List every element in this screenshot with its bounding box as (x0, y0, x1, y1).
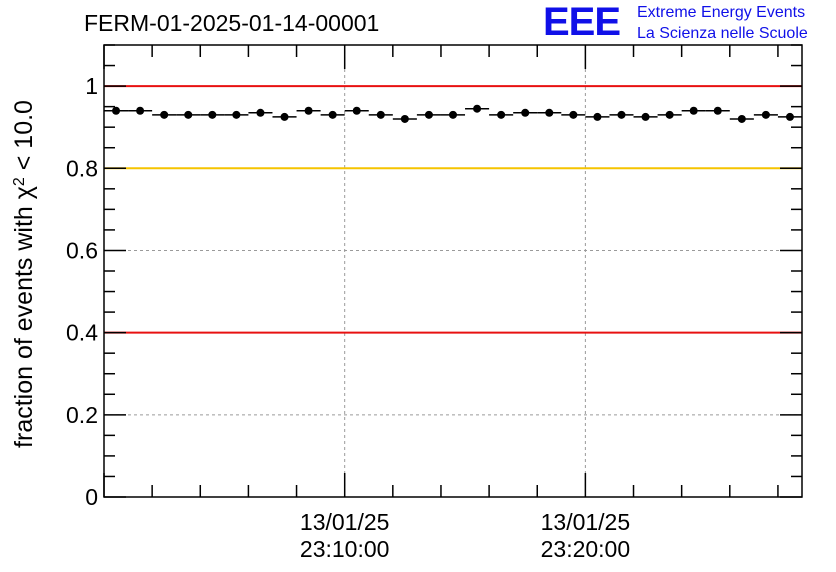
x-tick-date-label: 13/01/25 (300, 509, 390, 535)
data-point (232, 110, 241, 119)
x-tick-time-label: 23:20:00 (541, 536, 631, 562)
data-point (160, 110, 169, 119)
data-point (376, 110, 385, 119)
data-point (352, 106, 361, 115)
data-point (641, 112, 650, 121)
data-point (473, 104, 482, 113)
chart-title: FERM-01-2025-01-14-00001 (84, 10, 380, 36)
data-point (328, 110, 337, 119)
logo-tagline-2: La Scienza nelle Scuole (637, 25, 808, 42)
data-point (208, 110, 217, 119)
data-point (521, 108, 530, 117)
data-point (593, 112, 602, 121)
data-point (665, 110, 674, 119)
data-point (617, 110, 626, 119)
x-tick-date-label: 13/01/25 (541, 509, 631, 535)
data-point (136, 106, 145, 115)
y-axis-title: fraction of events with χ2 < 10.0 (10, 100, 38, 448)
y-tick-label: 0.8 (66, 155, 98, 181)
data-point (737, 114, 746, 123)
data-point (569, 110, 578, 119)
data-point (400, 114, 409, 123)
logo-tagline-1: Extreme Energy Events (637, 4, 806, 21)
data-point (256, 108, 265, 117)
data-point (449, 110, 457, 119)
eee-logo: EEE (543, 0, 621, 44)
data-point (280, 112, 289, 121)
x-tick-time-label: 23:10:00 (300, 536, 390, 562)
data-point (497, 110, 506, 119)
data-point (304, 106, 313, 115)
data-point (545, 108, 554, 117)
y-tick-label: 0.4 (66, 320, 98, 346)
data-point (689, 106, 698, 115)
data-point (785, 112, 794, 121)
y-tick-label: 0.2 (66, 402, 98, 428)
y-tick-label: 0 (85, 484, 98, 510)
data-point (424, 110, 433, 119)
data-point (184, 110, 193, 119)
data-point (112, 106, 121, 115)
data-point (713, 106, 722, 115)
data-point (761, 110, 770, 119)
y-tick-label: 1 (85, 73, 98, 99)
y-tick-label: 0.6 (66, 237, 98, 263)
